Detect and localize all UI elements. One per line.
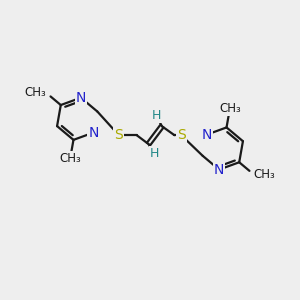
Text: N: N bbox=[214, 163, 224, 177]
Text: CH₃: CH₃ bbox=[59, 152, 81, 165]
Text: N: N bbox=[76, 91, 86, 105]
Text: H: H bbox=[150, 147, 159, 160]
Text: H: H bbox=[152, 109, 161, 122]
Text: CH₃: CH₃ bbox=[254, 168, 275, 181]
Text: S: S bbox=[114, 128, 123, 142]
Text: S: S bbox=[177, 128, 186, 142]
Text: CH₃: CH₃ bbox=[25, 86, 46, 100]
Text: N: N bbox=[201, 128, 212, 142]
Text: N: N bbox=[88, 125, 99, 140]
Text: CH₃: CH₃ bbox=[219, 103, 241, 116]
